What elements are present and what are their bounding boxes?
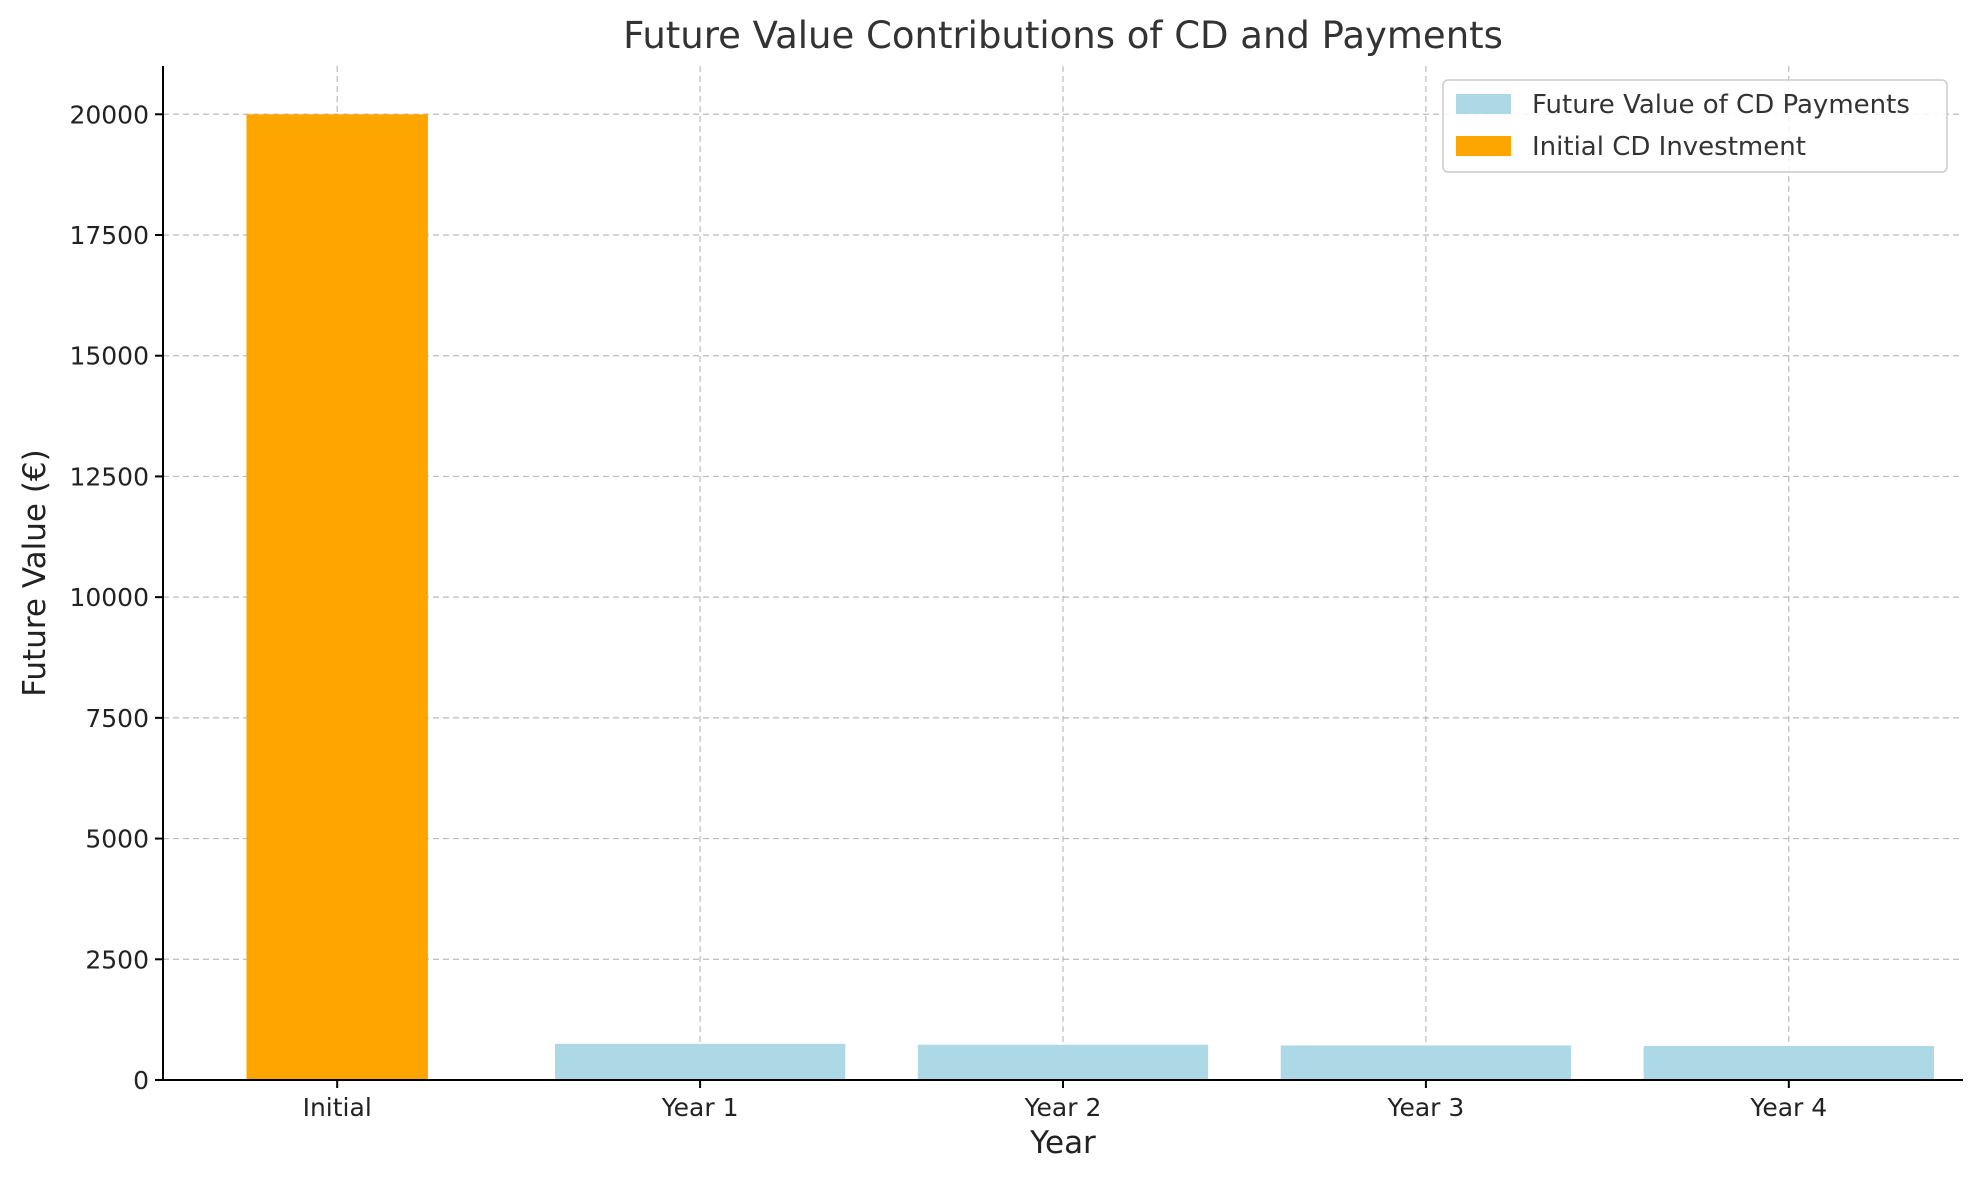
y-tick-label: 7500 [85,704,149,733]
legend-label-payments: Future Value of CD Payments [1532,90,1910,120]
legend-swatch-initial [1456,136,1511,156]
legend: Future Value of CD Payments Initial CD I… [1442,79,1948,173]
bars [246,114,1934,1081]
x-tick-label: Initial [303,1093,372,1122]
ticks: 0 2500 5000 7500 10000 12500 15000 17500 20000 In… [69,100,1827,1122]
y-axis-title: Future Value (€) [17,449,53,696]
y-tick-label: 12500 [69,462,149,491]
x-tick-label: Year 1 [661,1093,739,1122]
y-tick-label: 20000 [69,100,149,129]
legend-label-initial: Initial CD Investment [1532,132,1806,162]
bar-future-value-payments [554,1043,846,1080]
x-axis-title: Year [1029,1125,1096,1161]
legend-frame [1442,79,1948,173]
x-tick-label: Year 3 [1387,1093,1465,1122]
bar-future-value-payments [1280,1045,1572,1080]
y-tick-label: 5000 [85,825,149,854]
bar-initial-investment [246,114,428,1081]
y-tick-label: 15000 [69,342,149,371]
x-tick-label: Year 4 [1749,1093,1827,1122]
legend-swatch-payments [1456,94,1511,114]
grid [163,66,1963,1081]
bar-future-value-payments [917,1044,1209,1080]
y-tick-label: 0 [133,1066,149,1095]
chart-title: Future Value Contributions of CD and Pay… [623,14,1503,57]
x-tick-label: Year 2 [1024,1093,1102,1122]
y-tick-label: 17500 [69,221,149,250]
bar-future-value-payments [1643,1045,1934,1080]
y-tick-label: 10000 [69,583,149,612]
y-tick-label: 2500 [85,945,149,974]
